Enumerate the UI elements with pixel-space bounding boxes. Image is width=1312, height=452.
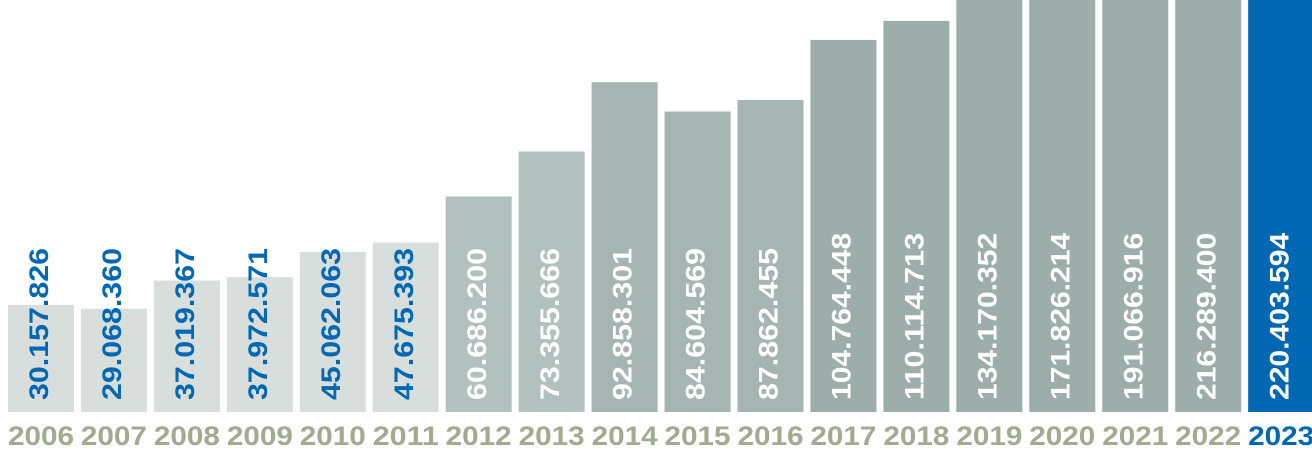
bar bbox=[1175, 0, 1242, 412]
bar bbox=[1248, 0, 1312, 412]
bar bbox=[445, 196, 512, 412]
bar bbox=[299, 251, 366, 412]
bar bbox=[518, 151, 585, 412]
x-tick-label: 2008 bbox=[154, 421, 220, 451]
x-tick-label: 2016 bbox=[738, 421, 804, 451]
value-label: 92.858.301 bbox=[608, 248, 638, 400]
value-label: 29.068.360 bbox=[97, 248, 127, 400]
value-label: 110.114.713 bbox=[900, 233, 930, 400]
value-label: 47.675.393 bbox=[389, 248, 419, 400]
value-label: 60.686.200 bbox=[462, 248, 492, 400]
value-label: 30.157.826 bbox=[24, 248, 54, 400]
x-tick-label: 2015 bbox=[665, 421, 731, 451]
x-tick-label: 2019 bbox=[956, 421, 1022, 451]
bar bbox=[664, 111, 731, 413]
bar bbox=[1102, 0, 1169, 413]
x-tick-label: 2006 bbox=[8, 421, 74, 451]
x-tick-label: 2021 bbox=[1102, 421, 1168, 451]
x-tick-label: 2023 bbox=[1248, 421, 1312, 451]
value-label: 134.170.352 bbox=[972, 233, 1002, 400]
value-label: 45.062.063 bbox=[316, 248, 346, 400]
value-label: 37.019.367 bbox=[170, 248, 200, 400]
x-tick-label: 2009 bbox=[227, 421, 293, 451]
value-label: 73.355.666 bbox=[535, 248, 565, 400]
bar bbox=[372, 242, 439, 412]
x-tick-label: 2007 bbox=[81, 421, 147, 451]
bar bbox=[226, 277, 293, 412]
x-tick-label: 2017 bbox=[810, 421, 876, 451]
x-tick-label: 2014 bbox=[592, 421, 658, 451]
bar bbox=[591, 82, 658, 412]
x-tick-label: 2012 bbox=[446, 421, 512, 451]
value-label: 84.604.569 bbox=[681, 248, 711, 400]
bar bbox=[810, 39, 877, 413]
value-label: 37.972.571 bbox=[243, 248, 273, 400]
value-label: 191.066.916 bbox=[1118, 233, 1148, 400]
bar bbox=[8, 304, 74, 412]
bar bbox=[1029, 0, 1096, 412]
x-tick-label: 2011 bbox=[373, 421, 439, 451]
bar bbox=[883, 20, 950, 412]
x-tick-label: 2013 bbox=[519, 421, 585, 451]
value-label: 171.826.214 bbox=[1045, 233, 1075, 400]
bar bbox=[80, 308, 147, 412]
x-tick-label: 2010 bbox=[300, 421, 366, 451]
value-label: 220.403.594 bbox=[1264, 233, 1294, 400]
bar bbox=[153, 280, 220, 412]
value-label: 87.862.455 bbox=[754, 248, 784, 400]
x-tick-label: 2022 bbox=[1175, 421, 1241, 451]
value-label: 216.289.400 bbox=[1191, 233, 1221, 400]
bar bbox=[956, 0, 1023, 412]
x-tick-label: 2020 bbox=[1029, 421, 1095, 451]
bar bbox=[737, 99, 804, 412]
x-tick-label: 2018 bbox=[883, 421, 949, 451]
value-label: 104.764.448 bbox=[827, 233, 857, 400]
